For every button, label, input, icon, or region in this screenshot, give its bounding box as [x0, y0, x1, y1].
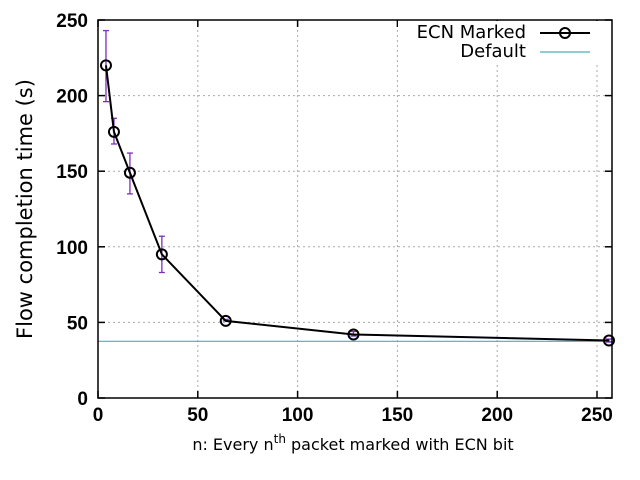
y-tick-label: 200	[56, 87, 88, 108]
y-tick-label: 0	[77, 389, 88, 410]
ecn-marked-point	[155, 248, 168, 261]
error-bars	[102, 29, 612, 343]
x-tick-label: 200	[481, 405, 513, 426]
ecn-marked-point	[219, 314, 232, 327]
y-tick-label: 50	[67, 313, 88, 334]
ecn-marked-point	[123, 166, 136, 179]
x-axis-label-prefix: n: Every n	[192, 435, 273, 454]
y-tick-label: 150	[56, 162, 88, 183]
x-axis-label-superscript: th	[274, 432, 286, 446]
legend: ECN Marked Default	[398, 21, 610, 63]
legend-label-default: Default	[460, 41, 526, 62]
y-tick-labels: 0 50 100 150 200 250	[56, 11, 612, 410]
y-tick-label: 250	[56, 11, 88, 32]
legend-background	[398, 21, 610, 63]
ecn-marked-point	[602, 334, 615, 347]
x-tick-label: 150	[382, 405, 414, 426]
x-tick-label: 50	[187, 405, 208, 426]
x-axis-label-suffix: packet marked with ECN bit	[286, 435, 514, 454]
y-axis-label: Flow completion time (s)	[13, 79, 37, 339]
legend-label-ecn-marked: ECN Marked	[417, 22, 526, 43]
x-axis-label: n: Every nth packet marked with ECN bit	[192, 432, 513, 454]
y-tick-label: 100	[56, 238, 88, 259]
ecn-marked-point	[99, 59, 112, 72]
ecn-marked-point	[107, 125, 120, 138]
ecn-marked-point	[347, 328, 360, 341]
x-tick-label: 250	[581, 405, 613, 426]
ecn-marked-series-line	[104, 65, 609, 342]
ecn-series-group	[99, 59, 615, 347]
x-tick-label: 100	[282, 405, 314, 426]
plot-frame	[97, 19, 613, 399]
x-tick-label: 0	[93, 405, 104, 426]
legend-marker-ecn-marked	[559, 27, 571, 39]
x-tick-labels: 0 50 100 150 200 250	[93, 20, 613, 426]
